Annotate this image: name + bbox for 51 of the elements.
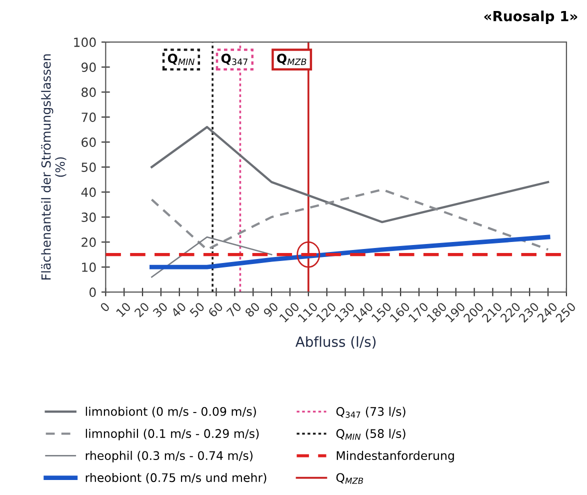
x-tick-label: 150	[371, 302, 392, 323]
y-axis-title: Flächenanteil der Strömungsklassen (%)	[41, 54, 66, 280]
legend-label: Mindestanforderung	[336, 450, 454, 462]
x-tick-label: 70	[226, 302, 242, 318]
y-tick-label: 30	[82, 212, 96, 222]
line-series	[150, 234, 550, 270]
x-tick-label: 120	[316, 302, 337, 323]
x-tick-label: 20	[134, 302, 150, 318]
legend-label: Q$_{MZB}$	[336, 473, 364, 484]
x-tick-label: 130	[334, 302, 356, 323]
legend-label: Q$_{MIN}$ (58 l/s)	[336, 428, 406, 440]
x-tick-label: 30	[152, 302, 168, 318]
annotation: Q$_{MZB}$	[277, 54, 306, 65]
x-tick-label: 140	[352, 302, 374, 323]
annotation: Q$_{347}$	[221, 54, 248, 66]
legend-label: rheophil (0.3 m/s - 0.74 m/s)	[86, 450, 252, 462]
line-series	[150, 126, 550, 224]
y-tick-label: 50	[82, 162, 96, 172]
x-tick-label: 50	[189, 302, 205, 318]
y-tick-label: 0	[90, 288, 96, 297]
y-tick-label: 60	[82, 138, 96, 147]
x-tick-label: 250	[555, 302, 576, 323]
x-tick-label: 90	[262, 302, 279, 318]
x-tick-label: 240	[536, 302, 558, 323]
x-tick-label: 100	[279, 302, 300, 323]
y-tick-label: 40	[81, 188, 96, 197]
x-tick-label: 40	[170, 302, 187, 318]
y-tick-label: 10	[82, 262, 96, 272]
y-tick-label: 70	[82, 112, 96, 122]
x-tick-label: 0	[100, 302, 110, 312]
x-tick-label: 80	[244, 302, 260, 318]
y-tick-label: 100	[74, 38, 96, 47]
x-tick-label: 110	[297, 302, 318, 323]
legend-label: limnobiont (0 m/s - 0.09 m/s)	[86, 406, 256, 418]
x-tick-label: 160	[390, 302, 410, 323]
x-tick-label: 10	[116, 302, 132, 318]
x-axis-title: Abfluss (l/s)	[295, 336, 376, 349]
y-tick-label: 90	[82, 62, 96, 72]
x-tick-label: 170	[408, 302, 429, 323]
y-tick-label: 80	[82, 88, 96, 97]
chart-title: «Ruosalp 1»	[484, 10, 578, 24]
annotation: Q$_{MIN}$	[168, 54, 194, 65]
legend-label: Q$_{347}$ (73 l/s)	[336, 406, 406, 418]
line-series	[150, 188, 550, 251]
x-tick-label: 180	[426, 302, 448, 323]
y-tick-label: 20	[82, 238, 96, 247]
x-tick-label: 190	[444, 302, 466, 323]
x-tick-label: 60	[208, 302, 224, 318]
x-tick-label: 230	[518, 302, 540, 323]
legend-label: limnophil (0.1 m/s - 0.29 m/s)	[86, 428, 259, 440]
legend-label: rheobiont (0.75 m/s und mehr)	[86, 472, 266, 484]
